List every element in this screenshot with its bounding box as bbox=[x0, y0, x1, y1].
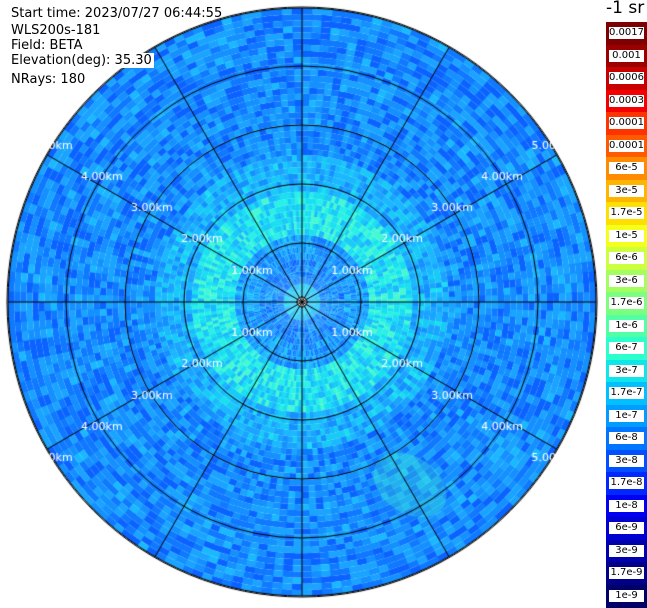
color-scale-label: 6e-5 bbox=[609, 162, 644, 175]
elevation-label: Elevation(deg): 35.30 bbox=[11, 53, 154, 68]
color-scale-label: 1e-6 bbox=[609, 319, 644, 332]
color-scale-label: 0.0006 bbox=[609, 72, 644, 85]
color-scale-label: 1e-7 bbox=[609, 409, 644, 422]
color-scale-label: 1.7e-7 bbox=[609, 387, 644, 400]
color-scale-label: 0.0001 bbox=[609, 139, 644, 152]
field-label: Field: BETA bbox=[11, 38, 83, 53]
color-scale-label: 6e-8 bbox=[609, 432, 644, 445]
color-scale-label: 3e-7 bbox=[609, 364, 644, 377]
instrument-label: WLS200s-181 bbox=[11, 23, 101, 38]
color-scale-label: 6e-6 bbox=[609, 252, 644, 265]
color-scale-label: 1.7e-6 bbox=[609, 297, 644, 310]
color-scale-label: 1e-8 bbox=[609, 499, 644, 512]
color-scale-label: 6e-7 bbox=[609, 342, 644, 355]
color-scale-label: 1e-9 bbox=[609, 589, 644, 602]
unit-label: -1 sr bbox=[606, 0, 645, 18]
color-scale-label: 1.7e-8 bbox=[609, 477, 644, 490]
color-scale-label: 1e-5 bbox=[609, 229, 644, 242]
color-scale-label: 0.001 bbox=[609, 49, 644, 62]
color-scale-label: 1.7e-9 bbox=[609, 567, 644, 580]
color-scale-label: 3e-5 bbox=[609, 184, 644, 197]
color-scale-label: 0.0003 bbox=[609, 94, 644, 107]
color-scale-label: 3e-6 bbox=[609, 274, 644, 287]
color-scale-label: 0.0017 bbox=[609, 27, 644, 40]
color-scale-label: 3e-9 bbox=[609, 544, 644, 557]
color-scale-label: 0.00017 bbox=[609, 117, 644, 130]
start-time-label: Start time: 2023/07/27 06:44:55 bbox=[11, 6, 223, 21]
color-scale-label: 6e-9 bbox=[609, 522, 644, 535]
nrays-label: NRays: 180 bbox=[11, 72, 86, 87]
color-scale-label: 1.7e-5 bbox=[609, 207, 644, 220]
color-scale-label: 3e-8 bbox=[609, 454, 644, 467]
color-scale: 0.0017 0.001 0.0006 0.0003 0.00017 0.0001 6e-5… bbox=[606, 22, 647, 608]
